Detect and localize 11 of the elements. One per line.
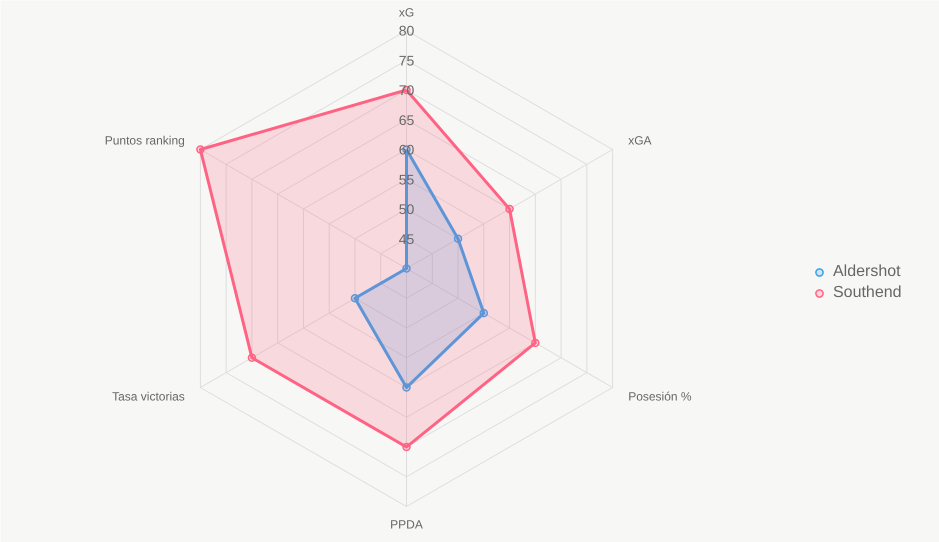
spoke-label: Tasa victorias	[112, 390, 185, 404]
spoke-label: xGA	[628, 134, 652, 148]
spoke-label: PPDA	[390, 518, 423, 532]
y-tick-label: 75	[398, 52, 414, 68]
y-tick-label: 80	[398, 22, 414, 38]
spoke-label: Puntos ranking	[104, 134, 185, 148]
legend-label: Southend	[833, 284, 902, 302]
legend-label: Aldershot	[833, 263, 901, 281]
spoke-label: xG	[398, 6, 414, 20]
spoke-label: Posesión %	[628, 390, 692, 404]
y-tick-label: 65	[398, 112, 414, 128]
